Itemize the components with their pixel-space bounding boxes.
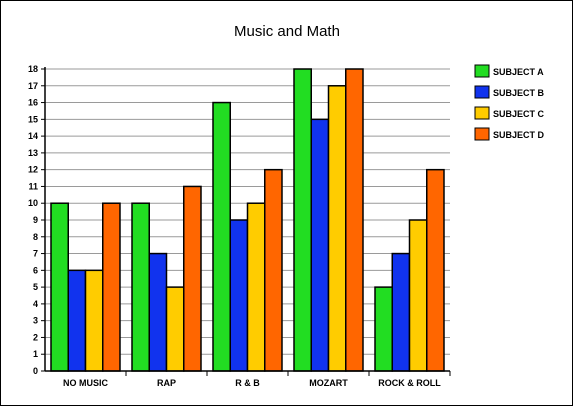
y-tick-label: 4 (33, 299, 38, 309)
bar-4-4 (345, 68, 364, 372)
y-tick-label: 9 (33, 215, 38, 225)
x-tick-label: NO MUSIC (63, 378, 109, 388)
x-tick-label: R & B (235, 378, 260, 388)
bar-5-2 (391, 252, 411, 372)
bar-1-4 (102, 202, 121, 372)
y-tick-label: 6 (33, 265, 38, 275)
legend-swatch (474, 85, 490, 99)
y-tick-label: 8 (33, 232, 38, 242)
legend-swatch (474, 127, 490, 141)
x-tick-label: ROCK & ROLL (378, 378, 441, 388)
y-tick-label: 1 (33, 349, 38, 359)
legend-label: SUBJECT C (493, 109, 545, 119)
y-tick-label: 14 (28, 131, 38, 141)
bars (50, 68, 445, 372)
y-tick-label: 18 (28, 64, 38, 74)
y-tick-label: 16 (28, 98, 38, 108)
y-tick-label: 10 (28, 198, 38, 208)
legend-label: SUBJECT D (493, 130, 545, 140)
y-tick-label: 0 (33, 366, 38, 376)
bar-1-1 (50, 202, 69, 372)
x-tick-label: RAP (157, 378, 176, 388)
bar-3-4 (264, 168, 283, 372)
bar-4-3 (327, 85, 347, 372)
bar-5-4 (426, 168, 445, 372)
bar-4-1 (293, 68, 312, 372)
bar-1-2 (67, 269, 87, 372)
bar-3-2 (229, 219, 249, 372)
bar-4-2 (310, 118, 330, 372)
bar-5-3 (408, 219, 428, 372)
chart-title: Music and Math (234, 23, 340, 40)
bar-2-2 (148, 252, 168, 372)
bar-5-1 (374, 286, 393, 372)
y-tick-label: 11 (28, 181, 38, 191)
y-tick-label: 3 (33, 316, 38, 326)
y-tick-label: 5 (33, 282, 38, 292)
legend-label: SUBJECT A (493, 67, 544, 77)
legend-label: SUBJECT B (493, 88, 545, 98)
legend: SUBJECT A SUBJECT B SUBJECT C SUBJECT D (474, 64, 545, 141)
legend-swatch (474, 64, 490, 78)
y-tick-label: 12 (28, 165, 38, 175)
bar-2-3 (165, 286, 185, 372)
y-tick-label: 17 (28, 81, 38, 91)
y-tick-label: 13 (28, 148, 38, 158)
y-tick-label: 2 (33, 332, 38, 342)
bar-3-3 (246, 202, 266, 372)
y-tick-label: 15 (28, 114, 38, 124)
legend-swatch (474, 106, 490, 120)
axes (44, 67, 451, 376)
x-tick-label: MOZART (309, 378, 348, 388)
bar-2-1 (131, 202, 150, 372)
bar-1-3 (84, 269, 104, 372)
bar-2-4 (183, 185, 202, 372)
x-axis-labels: NO MUSIC RAP R & B MOZART ROCK & ROLL (63, 378, 441, 388)
y-tick-label: 7 (33, 249, 38, 259)
bar-3-1 (212, 101, 231, 372)
